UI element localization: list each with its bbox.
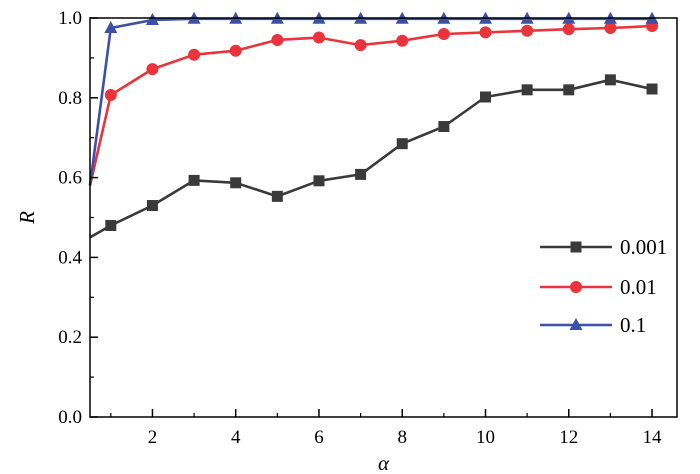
data-point xyxy=(104,20,118,33)
x-tick-label: 14 xyxy=(643,427,663,448)
y-axis-title: R xyxy=(15,211,39,225)
data-point xyxy=(604,74,616,86)
data-point xyxy=(396,138,408,150)
data-point xyxy=(230,177,242,189)
data-point xyxy=(521,84,533,96)
data-point xyxy=(479,26,492,39)
data-point xyxy=(312,31,325,44)
data-point xyxy=(354,39,367,52)
data-point xyxy=(437,27,450,40)
data-point xyxy=(105,219,117,231)
series-0.01 xyxy=(88,19,659,186)
data-point xyxy=(271,33,284,46)
data-point xyxy=(188,174,200,186)
y-tick-label: 0.2 xyxy=(58,327,82,348)
y-tick-label: 1.0 xyxy=(58,8,82,29)
y-tick-label: 0.4 xyxy=(58,247,82,268)
data-point xyxy=(396,34,409,47)
data-point xyxy=(146,200,158,212)
legend-marker xyxy=(569,318,583,330)
legend-marker xyxy=(570,281,582,293)
data-point xyxy=(563,84,575,96)
y-tick-label: 0.6 xyxy=(58,168,82,189)
series-0.001 xyxy=(89,74,658,239)
data-point xyxy=(188,48,201,61)
legend: 0.001 0.01 0.1 xyxy=(540,235,667,337)
x-tick-label: 8 xyxy=(397,427,407,448)
data-point xyxy=(313,175,325,187)
x-tick-label: 2 xyxy=(148,427,158,448)
y-tick-label: 0.0 xyxy=(58,407,82,428)
data-point xyxy=(104,89,117,102)
series-line xyxy=(89,78,653,239)
plot-frame xyxy=(89,17,678,418)
legend-item: 0.01 xyxy=(540,275,657,299)
data-point xyxy=(646,83,658,95)
legend-label: 0.1 xyxy=(620,313,646,337)
x-tick-label: 4 xyxy=(231,427,241,448)
series-0.1 xyxy=(88,11,659,186)
data-point xyxy=(355,168,367,180)
legend-item: 0.001 xyxy=(540,235,667,259)
legend-label: 0.001 xyxy=(620,235,667,259)
data-point xyxy=(145,12,159,25)
legend-label: 0.01 xyxy=(620,275,657,299)
data-point xyxy=(146,63,159,76)
y-tick-label: 0.8 xyxy=(58,88,82,109)
legend-item: 0.1 xyxy=(540,313,646,337)
data-point xyxy=(229,44,242,57)
data-point xyxy=(438,121,450,133)
data-point xyxy=(562,23,575,36)
data-point xyxy=(604,21,617,34)
data-point xyxy=(271,190,283,202)
axes-layer: 0.0 0.2 0.4 0.6 0.8 1.0 2 4 6 8 10 12 14 xyxy=(58,8,662,448)
series-layer xyxy=(88,11,659,239)
x-tick-label: 12 xyxy=(559,427,578,448)
data-point xyxy=(479,91,491,103)
x-axis-title: α xyxy=(378,451,390,474)
data-point xyxy=(521,24,534,37)
x-tick-label: 6 xyxy=(314,427,324,448)
x-tick-label: 10 xyxy=(476,427,495,448)
legend-marker xyxy=(570,241,582,253)
series-line xyxy=(88,24,653,186)
